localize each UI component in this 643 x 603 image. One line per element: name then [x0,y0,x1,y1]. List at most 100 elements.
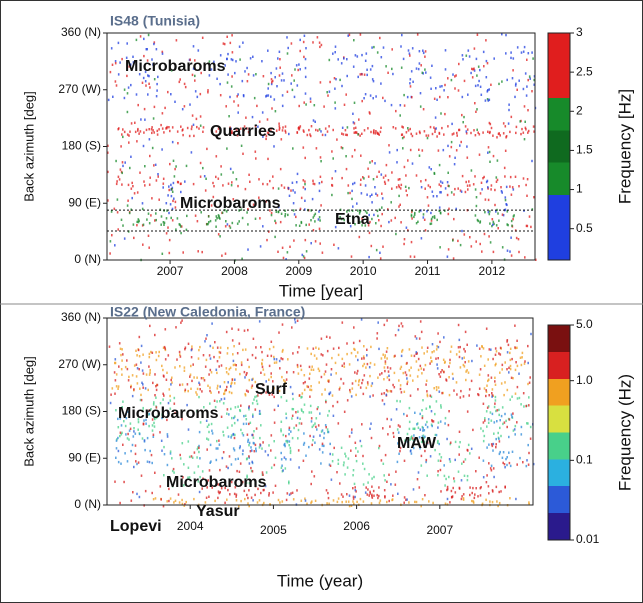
detection-dot [231,75,233,78]
detection-dot [149,368,151,372]
detection-dot [156,133,159,136]
detection-dot [443,133,445,136]
detection-dot [465,130,468,133]
detection-dot [272,345,275,349]
detection-dot [255,131,257,134]
detection-dot [454,156,456,159]
detection-dot [463,356,465,359]
detection-dot [122,128,124,131]
detection-dot [321,393,323,396]
detection-dot [161,416,163,420]
detection-dot [219,54,222,57]
detection-dot [147,234,150,237]
detection-dot [485,394,487,398]
detection-dot [222,434,225,437]
detection-dot [489,210,491,213]
detection-dot [371,493,373,496]
detection-dot [401,350,403,353]
detection-dot [315,346,317,349]
detection-dot [230,127,232,130]
detection-dot [177,181,180,184]
detection-dot [306,385,308,388]
detection-dot [278,389,281,393]
detection-dot [233,449,236,452]
detection-dot [392,126,395,129]
detection-dot [311,470,313,473]
detection-dot [176,130,179,133]
detection-dot [472,486,474,490]
detection-dot [310,388,313,392]
detection-dot [197,480,200,483]
detection-dot [294,321,297,324]
detection-dot [197,357,200,360]
detection-dot [533,78,535,82]
detection-dot [256,402,259,406]
detection-dot [215,130,218,133]
detection-dot [392,431,395,435]
detection-dot [449,441,452,444]
detection-dot [172,199,174,203]
detection-dot [470,71,472,75]
detection-dot [386,357,388,360]
detection-dot [206,486,208,489]
detection-dot [249,421,252,424]
detection-dot [323,373,326,376]
detection-dot [250,466,252,470]
detection-dot [283,79,285,82]
detection-dot [151,58,153,61]
detection-dot [525,183,527,187]
detection-dot [514,392,517,395]
detection-dot [308,128,310,132]
detection-dot [526,85,528,88]
detection-dot [508,371,510,374]
detection-dot [489,160,491,163]
detection-dot [509,250,511,253]
detection-dot [459,441,461,444]
detection-dot [293,239,295,242]
detection-dot [506,463,508,467]
detection-dot [395,470,397,473]
detection-dot [219,235,221,238]
detection-dot [354,489,357,492]
detection-dot [355,490,357,493]
detection-dot [353,181,356,185]
detection-dot [310,125,313,128]
detection-dot [448,475,450,479]
detection-dot [306,502,308,505]
detection-dot [434,448,436,452]
detection-dot [420,367,423,370]
detection-dot [422,429,424,432]
detection-dot [300,408,303,411]
detection-dot [254,493,256,497]
detection-dot [474,493,476,496]
detection-dot [192,182,195,186]
detection-dot [110,210,113,213]
detection-dot [121,348,123,351]
detection-dot [137,348,140,352]
detection-dot [199,345,201,349]
detection-dot [422,213,425,216]
detection-dot [361,378,364,382]
detection-dot [312,439,314,442]
detection-dot [227,182,230,185]
detection-dot [242,41,244,44]
detection-dot [248,444,250,447]
detection-dot [474,134,477,137]
detection-dot [240,404,242,407]
detection-dot [337,458,340,462]
detection-dot [172,181,175,185]
detection-dot [262,225,264,228]
detection-dot [109,240,112,243]
annotation: Microbaroms [118,405,219,422]
detection-dot [121,171,123,175]
detection-dot [417,426,420,429]
detection-dot [447,171,449,174]
detection-dot [346,74,348,78]
detection-dot [429,455,432,458]
detection-dot [141,81,144,84]
detection-dot [323,444,325,448]
detection-dot [147,93,149,96]
detection-dot [504,412,506,416]
detection-dot [487,151,489,154]
detection-dot [403,135,405,139]
